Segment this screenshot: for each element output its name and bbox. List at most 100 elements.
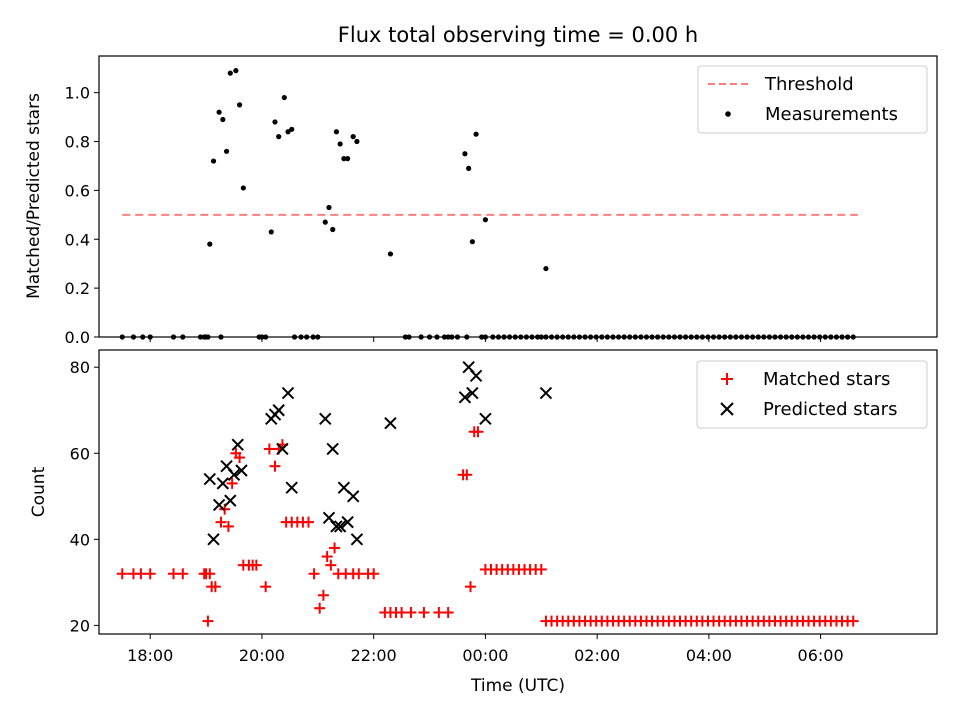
matched-star-marker bbox=[308, 568, 320, 580]
predicted-star-marker bbox=[479, 412, 492, 426]
matched-star-marker bbox=[135, 568, 147, 580]
bottom-legend: Matched stars Predicted stars bbox=[696, 360, 928, 429]
measurement-point bbox=[289, 126, 295, 132]
matched-stars-series bbox=[116, 426, 859, 627]
predicted-star-marker bbox=[319, 412, 332, 426]
matched-star-marker bbox=[263, 443, 275, 455]
top-y-tick-label: 0.6 bbox=[65, 181, 90, 200]
predicted-stars-series bbox=[203, 361, 553, 546]
legend-matched-swatch bbox=[721, 373, 733, 385]
measurement-point bbox=[387, 251, 394, 257]
matched-star-marker bbox=[269, 460, 281, 472]
predicted-star-marker bbox=[216, 477, 230, 490]
measurement-point bbox=[276, 134, 282, 140]
x-tick-label: 06:00 bbox=[798, 646, 844, 665]
predicted-star-marker bbox=[384, 416, 397, 430]
measurement-point bbox=[268, 229, 274, 235]
measurement-point bbox=[216, 109, 222, 115]
matched-star-marker bbox=[418, 606, 430, 618]
x-tick-label: 22:00 bbox=[351, 646, 397, 665]
matched-star-marker bbox=[204, 568, 216, 580]
matched-star-marker bbox=[353, 568, 365, 580]
top-y-tick-label: 1.0 bbox=[65, 84, 90, 103]
bottom-y-tick-label: 20 bbox=[70, 616, 90, 635]
matched-star-marker bbox=[465, 581, 477, 593]
matched-star-marker bbox=[329, 542, 341, 554]
bottom-y-tick-label: 60 bbox=[70, 444, 90, 463]
legend-predicted-label: Predicted stars bbox=[763, 399, 897, 420]
measurement-point bbox=[223, 148, 230, 154]
top-y-axis-label: Matched/Predicted stars bbox=[24, 93, 44, 299]
predicted-star-marker bbox=[350, 533, 364, 546]
measurement-point bbox=[330, 226, 336, 233]
legend-measurements-swatch bbox=[725, 111, 731, 117]
measurement-point bbox=[350, 134, 356, 140]
measurement-point bbox=[220, 116, 226, 123]
matched-star-marker bbox=[368, 568, 380, 580]
x-tick-label: 20:00 bbox=[239, 646, 285, 665]
measurement-point bbox=[333, 129, 340, 135]
matched-star-marker bbox=[234, 452, 246, 464]
predicted-star-marker bbox=[235, 464, 248, 477]
matched-star-marker bbox=[317, 589, 329, 601]
measurement-point bbox=[337, 141, 343, 147]
legend-predicted-swatch bbox=[720, 402, 734, 416]
matched-star-marker bbox=[461, 469, 473, 481]
matched-star-marker bbox=[472, 426, 484, 438]
measurement-point bbox=[285, 129, 291, 135]
measurement-point bbox=[466, 165, 472, 171]
measurement-point bbox=[227, 70, 233, 76]
predicted-star-marker bbox=[207, 533, 220, 546]
matched-star-marker bbox=[314, 602, 326, 614]
top-plot-frame bbox=[98, 55, 938, 338]
bottom-panel: 20 40 60 80 18:00 20:00 22:00 00:00 02:00 04:00 06… bbox=[29, 349, 938, 696]
predicted-star-marker bbox=[346, 490, 360, 503]
predicted-star-marker bbox=[224, 494, 237, 507]
measurement-point bbox=[240, 185, 246, 191]
matched-star-marker bbox=[405, 606, 417, 618]
x-tick-label: 00:00 bbox=[462, 646, 508, 665]
matched-star-marker bbox=[202, 615, 214, 627]
x-axis-label: Time (UTC) bbox=[470, 676, 565, 696]
predicted-star-marker bbox=[272, 404, 285, 417]
predicted-star-marker bbox=[458, 391, 472, 404]
predicted-star-marker bbox=[333, 520, 347, 533]
matched-star-marker bbox=[847, 615, 859, 627]
x-tick-label: 02:00 bbox=[574, 646, 620, 665]
measurement-point bbox=[210, 158, 217, 164]
matched-star-marker bbox=[442, 606, 454, 618]
x-tick-label: 18:00 bbox=[127, 646, 173, 665]
top-y-tick-label: 0.4 bbox=[65, 230, 90, 249]
measurement-point bbox=[207, 241, 213, 247]
measurement-point bbox=[482, 217, 489, 223]
measurement-point bbox=[473, 131, 479, 137]
measurement-point bbox=[326, 204, 332, 211]
predicted-star-marker bbox=[466, 386, 479, 400]
measurement-point bbox=[354, 138, 360, 145]
matched-star-marker bbox=[303, 516, 314, 528]
bottom-y-tick-label: 40 bbox=[70, 530, 90, 549]
measurement-point bbox=[272, 119, 278, 125]
bottom-plot-frame bbox=[98, 349, 938, 635]
matched-star-marker bbox=[226, 477, 238, 489]
measurement-point bbox=[233, 68, 239, 74]
predicted-star-marker bbox=[227, 468, 241, 481]
top-y-tick-label: 0.8 bbox=[65, 133, 90, 152]
matched-star-marker bbox=[177, 568, 189, 580]
predicted-star-marker bbox=[203, 472, 217, 486]
matched-star-marker bbox=[116, 568, 128, 580]
matched-star-marker bbox=[535, 563, 547, 575]
predicted-star-marker bbox=[326, 442, 339, 456]
matched-star-marker bbox=[321, 551, 333, 563]
matched-star-marker bbox=[250, 559, 262, 571]
predicted-star-marker bbox=[276, 442, 289, 456]
matched-star-marker bbox=[325, 559, 337, 571]
predicted-star-marker bbox=[231, 438, 244, 451]
predicted-star-marker bbox=[281, 386, 295, 400]
predicted-star-marker bbox=[330, 520, 343, 533]
x-tick-label: 04:00 bbox=[686, 646, 732, 665]
legend-measurements-label: Measurements bbox=[765, 104, 898, 125]
chart-title: Flux total observing time = 0.00 h bbox=[338, 23, 698, 47]
matched-star-marker bbox=[144, 568, 156, 580]
